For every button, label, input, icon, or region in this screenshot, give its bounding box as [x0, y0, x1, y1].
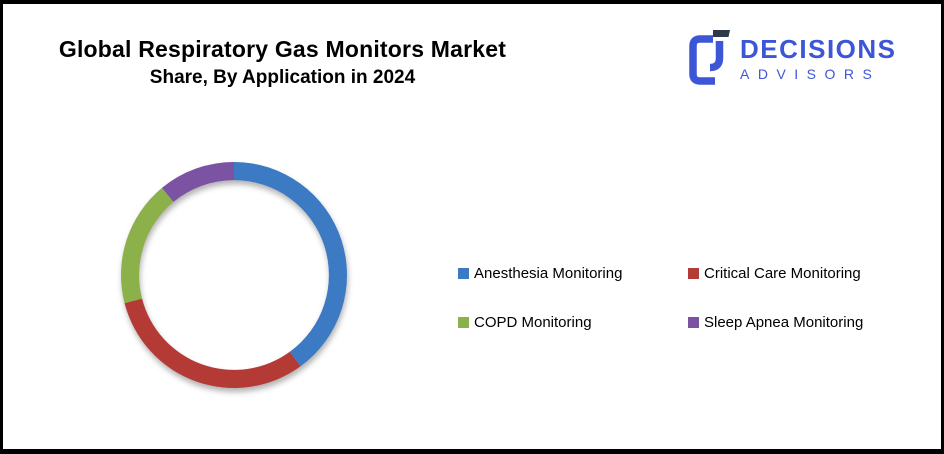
brand-logo-text: DECISIONS ADVISORS	[740, 29, 897, 82]
donut-segment-sleep-apnea-monitoring	[161, 162, 234, 202]
donut-segment-anesthesia-monitoring	[234, 162, 348, 367]
legend-label: Sleep Apnea Monitoring	[704, 314, 864, 331]
legend-item-copd-monitoring: COPD Monitoring	[458, 314, 688, 331]
legend-swatch-icon	[458, 268, 469, 279]
legend-item-sleep-apnea-monitoring: Sleep Apnea Monitoring	[688, 314, 863, 331]
donut-segment-critical-care-monitoring	[124, 298, 301, 389]
donut-chart	[120, 162, 348, 389]
chart-legend: Anesthesia Monitoring Critical Care Moni…	[458, 265, 863, 331]
legend-item-anesthesia-monitoring: Anesthesia Monitoring	[458, 265, 688, 282]
decisions-advisors-logo-icon	[689, 30, 730, 85]
legend-swatch-icon	[458, 317, 469, 328]
chart-title-line1: Global Respiratory Gas Monitors Market	[58, 36, 507, 62]
donut-chart-area	[111, 152, 357, 398]
chart-title: Global Respiratory Gas Monitors Market S…	[30, 34, 535, 91]
donut-segment-copd-monitoring	[120, 187, 174, 304]
brand-logo: DECISIONS ADVISORS	[686, 29, 897, 87]
legend-item-critical-care-monitoring: Critical Care Monitoring	[688, 265, 863, 282]
legend-label: Critical Care Monitoring	[704, 265, 861, 282]
legend-swatch-icon	[688, 317, 699, 328]
legend-swatch-icon	[688, 268, 699, 279]
legend-label: COPD Monitoring	[474, 314, 592, 331]
brand-tagline: ADVISORS	[740, 66, 881, 82]
chart-title-line2: Share, By Application in 2024	[149, 67, 416, 88]
brand-wordmark: DECISIONS	[740, 34, 897, 64]
legend-label: Anesthesia Monitoring	[474, 265, 623, 282]
